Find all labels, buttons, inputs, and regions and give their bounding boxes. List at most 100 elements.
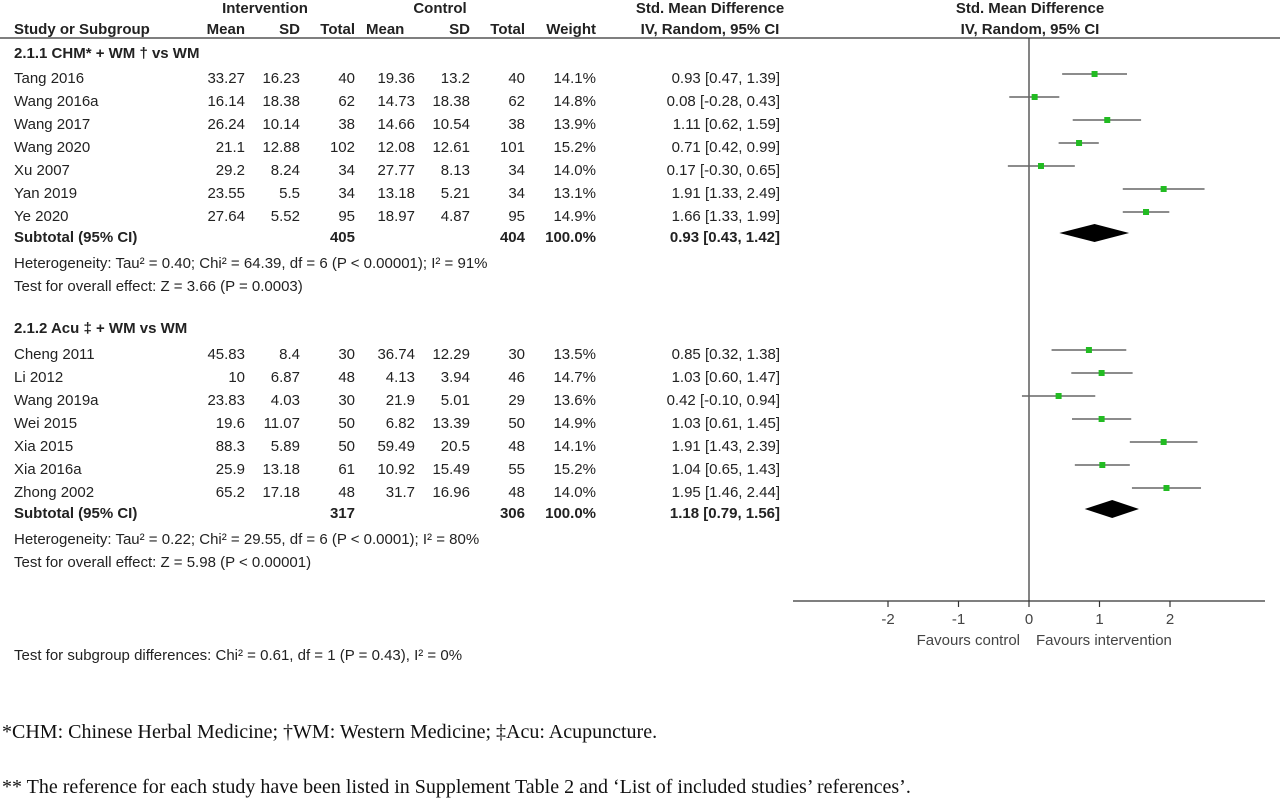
ci-text: 0.08 [-0.28, 0.43] — [666, 93, 780, 110]
sd-control: 13.39 — [432, 415, 470, 432]
total-control: 48 — [508, 484, 525, 501]
point-estimate — [1098, 416, 1105, 422]
weight: 14.9% — [553, 208, 596, 225]
subtotal-label: Subtotal (95% CI) — [14, 505, 138, 522]
header-group-control: Control — [413, 0, 467, 17]
mean-intervention: 23.83 — [207, 392, 245, 409]
total-control: 95 — [508, 208, 525, 225]
sd-control: 15.49 — [432, 461, 470, 478]
point-estimate — [1104, 117, 1111, 123]
favours-control-label: Favours control — [916, 632, 1020, 649]
point-estimate — [1143, 209, 1150, 215]
sd-intervention: 16.23 — [262, 70, 300, 87]
weight: 14.8% — [553, 93, 596, 110]
point-estimate — [1098, 370, 1105, 376]
point-estimate — [1085, 347, 1092, 353]
ci-text: 1.11 [0.62, 1.59] — [672, 116, 780, 133]
ci-text: 1.95 [1.46, 2.44] — [671, 484, 780, 501]
total-control: 29 — [508, 392, 525, 409]
total-control: 48 — [508, 438, 525, 455]
weight: 14.7% — [553, 369, 596, 386]
total-intervention: 62 — [338, 93, 355, 110]
heterogeneity-text: Heterogeneity: Tau² = 0.22; Chi² = 29.55… — [14, 531, 480, 548]
sd-control: 20.5 — [440, 438, 470, 455]
study-name: Wang 2017 — [14, 116, 91, 133]
subtotal-total-intervention: 317 — [329, 505, 355, 522]
mean-control: 19.36 — [377, 70, 415, 87]
total-control: 38 — [508, 116, 525, 133]
mean-control: 6.82 — [385, 415, 415, 432]
sd-intervention: 8.4 — [279, 346, 300, 363]
sd-intervention: 18.38 — [262, 93, 300, 110]
footnote-references: ** The reference for each study have bee… — [2, 776, 911, 798]
mean-intervention: 26.24 — [207, 116, 245, 133]
point-estimate — [1031, 94, 1038, 100]
ci-text: 0.93 [0.47, 1.39] — [671, 70, 780, 87]
mean-control: 13.18 — [377, 185, 415, 202]
mean-intervention: 27.64 — [207, 208, 245, 225]
overall-effect-text: Test for overall effect: Z = 5.98 (P < 0… — [14, 554, 312, 571]
sd-control: 8.13 — [440, 162, 470, 179]
header-col-mean-c: Mean — [366, 21, 405, 38]
study-name: Tang 2016 — [14, 70, 85, 87]
sd-control: 12.61 — [432, 139, 470, 156]
total-control: 55 — [508, 461, 525, 478]
study-name: Zhong 2002 — [14, 484, 95, 501]
summary-diamond — [1084, 500, 1139, 518]
x-tick-label: 0 — [1025, 611, 1033, 628]
ci-text: 1.66 [1.33, 1.99] — [671, 208, 780, 225]
ci-text: 1.03 [0.61, 1.45] — [671, 415, 780, 432]
mean-intervention: 10 — [228, 369, 245, 386]
x-tick-label: -2 — [881, 611, 894, 628]
subtotal-total-intervention: 405 — [329, 229, 355, 246]
mean-intervention: 23.55 — [207, 185, 245, 202]
mean-control: 14.73 — [377, 93, 415, 110]
sd-intervention: 4.03 — [270, 392, 300, 409]
mean-intervention: 16.14 — [207, 93, 245, 110]
header-col-study: Study or Subgroup — [14, 21, 150, 38]
sd-control: 4.87 — [440, 208, 470, 225]
ci-text: 1.03 [0.60, 1.47] — [671, 369, 780, 386]
sd-control: 5.21 — [440, 185, 470, 202]
mean-control: 4.13 — [385, 369, 415, 386]
mean-control: 31.7 — [385, 484, 415, 501]
study-name: Xia 2016a — [14, 461, 82, 478]
total-control: 50 — [508, 415, 525, 432]
total-intervention: 95 — [338, 208, 355, 225]
weight: 14.0% — [553, 162, 596, 179]
weight: 15.2% — [553, 461, 596, 478]
header-col-sd-i: SD — [279, 21, 300, 38]
subtotal-weight: 100.0% — [545, 505, 596, 522]
ci-text: 1.91 [1.43, 2.39] — [671, 438, 780, 455]
total-control: 40 — [508, 70, 525, 87]
summary-diamond — [1059, 224, 1130, 242]
point-estimate — [1076, 140, 1083, 146]
study-name: Li 2012 — [14, 369, 64, 386]
point-estimate — [1160, 186, 1167, 192]
weight: 14.0% — [553, 484, 596, 501]
subgroup-title-1: 2.1.1 CHM* + WM † vs WM — [14, 45, 200, 62]
weight: 13.9% — [553, 116, 596, 133]
mean-control: 36.74 — [377, 346, 415, 363]
mean-control: 21.9 — [385, 392, 415, 409]
study-name: Wei 2015 — [14, 415, 78, 432]
forest-plot-marks: -2 -1 0 1 2 — [793, 38, 1265, 628]
study-name: Wang 2016a — [14, 93, 99, 110]
total-control: 34 — [508, 185, 525, 202]
total-intervention: 38 — [338, 116, 355, 133]
sd-intervention: 11.07 — [263, 415, 300, 432]
header-smd-title-right: Std. Mean Difference — [955, 0, 1105, 17]
subtotal-label: Subtotal (95% CI) — [14, 229, 138, 246]
mean-intervention: 21.1 — [215, 139, 245, 156]
subtotal-weight: 100.0% — [545, 229, 596, 246]
study-name: Xia 2015 — [14, 438, 74, 455]
study-name: Ye 2020 — [14, 208, 69, 225]
ci-text: 0.17 [-0.30, 0.65] — [666, 162, 780, 179]
ci-text: 0.42 [-0.10, 0.94] — [666, 392, 780, 409]
total-intervention: 102 — [329, 139, 355, 156]
point-estimate — [1099, 462, 1106, 468]
weight: 13.5% — [553, 346, 596, 363]
total-intervention: 34 — [338, 185, 355, 202]
total-intervention: 34 — [338, 162, 355, 179]
header-col-sd-c: SD — [449, 21, 470, 38]
